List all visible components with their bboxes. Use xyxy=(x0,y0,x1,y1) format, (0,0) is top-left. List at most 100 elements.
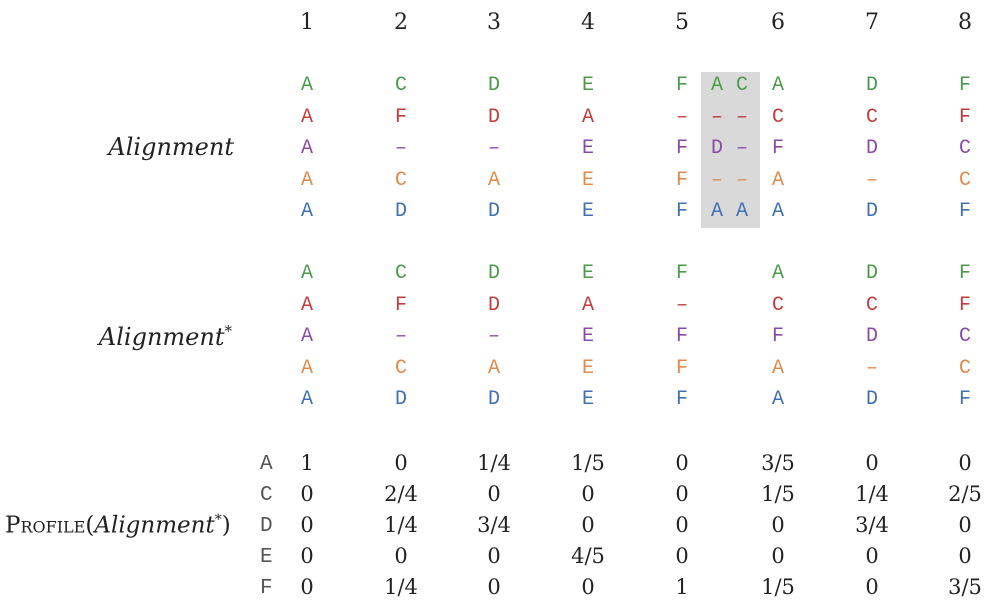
alignment-star-cell: E xyxy=(581,356,595,380)
column-number-8: 8 xyxy=(958,10,972,35)
alignment-cell: – xyxy=(735,168,749,192)
profile-symbol-F: F xyxy=(260,577,273,600)
profile-cell: 0 xyxy=(675,544,689,568)
alignment-cell: A xyxy=(300,105,314,129)
profile-cell: 0 xyxy=(300,513,314,537)
profile-title-open: ( xyxy=(85,512,95,539)
profile-cell: 0 xyxy=(865,544,879,568)
profile-title-sup: * xyxy=(214,512,222,528)
profile-cell: 0 xyxy=(675,513,689,537)
alignment-star-cell: A xyxy=(300,262,314,285)
alignment-cell: A xyxy=(710,200,724,223)
profile-cell: 0 xyxy=(300,544,314,568)
alignment-star-cell: F xyxy=(675,325,689,348)
alignment-cell: – xyxy=(735,105,749,129)
alignment-star-cell: C xyxy=(394,262,408,285)
profile-title-prefix: Profile xyxy=(5,512,86,539)
alignment-cell: C xyxy=(958,168,972,192)
profile-cell: 1/4 xyxy=(477,451,511,475)
profile-cell: 0 xyxy=(300,575,314,599)
profile-cell: 0 xyxy=(581,513,595,537)
profile-cell: 0 xyxy=(581,575,595,599)
alignment-star-cell: C xyxy=(771,293,785,317)
alignment-cell: – xyxy=(710,105,724,129)
alignment-star-cell: A xyxy=(771,356,785,380)
inserted-columns-highlight xyxy=(701,72,760,228)
alignment-cell: E xyxy=(581,200,595,223)
alignment-star-cell: F xyxy=(675,262,689,285)
alignment-star-cell: D xyxy=(487,262,501,285)
alignment-star-cell: D xyxy=(487,293,501,317)
alignment-cell: D xyxy=(865,74,879,97)
profile-symbol-E: E xyxy=(260,546,273,569)
alignment-cell: F xyxy=(675,137,689,160)
alignment-cell: F xyxy=(394,105,408,129)
profile-label: Profile(Alignment*) xyxy=(5,512,231,539)
alignment-cell: D xyxy=(394,200,408,223)
profile-cell: 0 xyxy=(865,575,879,599)
alignment-cell: A xyxy=(771,168,785,192)
alignment-cell: A xyxy=(300,137,314,160)
profile-cell: 0 xyxy=(487,575,501,599)
profile-cell: 2/5 xyxy=(948,482,982,506)
alignment-cell: C xyxy=(865,105,879,129)
alignment-star-cell: A xyxy=(771,388,785,411)
alignment-cell: F xyxy=(771,137,785,160)
alignment-star-cell: C xyxy=(865,293,879,317)
alignment-star-cell: – xyxy=(487,325,501,348)
alignment-star-cell: F xyxy=(394,293,408,317)
column-number-4: 4 xyxy=(581,10,595,35)
alignment-cell: C xyxy=(394,168,408,192)
alignment-star-cell: E xyxy=(581,388,595,411)
profile-cell: 3/4 xyxy=(855,513,889,537)
alignment-cell: D xyxy=(487,105,501,129)
alignment-cell: F xyxy=(675,168,689,192)
profile-cell: 0 xyxy=(581,482,595,506)
alignment-star-cell: C xyxy=(394,356,408,380)
column-number-3: 3 xyxy=(487,10,501,35)
profile-cell: 0 xyxy=(958,544,972,568)
profile-title-close: ) xyxy=(221,512,231,539)
alignment-star-cell: A xyxy=(771,262,785,285)
alignment-star-cell: F xyxy=(958,388,972,411)
alignment-cell: – xyxy=(735,137,749,160)
alignment-cell: E xyxy=(581,74,595,97)
profile-symbol-A: A xyxy=(260,453,273,476)
alignment-star-cell: A xyxy=(581,293,595,317)
alignment-star-cell: – xyxy=(675,293,689,317)
profile-cell: 0 xyxy=(394,544,408,568)
alignment-cell: A xyxy=(300,168,314,192)
alignment-star-cell: D xyxy=(865,325,879,348)
alignment-cell: D xyxy=(865,200,879,223)
profile-cell: 4/5 xyxy=(571,544,605,568)
alignment-cell: F xyxy=(958,200,972,223)
alignment-cell: A xyxy=(487,168,501,192)
alignment-cell: D xyxy=(865,137,879,160)
alignment-star-label-sup: * xyxy=(224,322,233,340)
alignment-cell: – xyxy=(710,168,724,192)
alignment-cell: F xyxy=(675,200,689,223)
alignment-cell: C xyxy=(958,137,972,160)
alignment-cell: D xyxy=(487,74,501,97)
alignment-star-cell: A xyxy=(300,388,314,411)
alignment-cell: A xyxy=(581,105,595,129)
alignment-cell: – xyxy=(865,168,879,192)
alignment-star-cell: F xyxy=(958,293,972,317)
profile-cell: 0 xyxy=(958,513,972,537)
column-number-6: 6 xyxy=(771,10,785,35)
alignment-star-label-text: Alignment xyxy=(98,323,225,351)
alignment-cell: C xyxy=(735,74,749,97)
alignment-cell: C xyxy=(394,74,408,97)
profile-cell: 1/5 xyxy=(761,575,795,599)
profile-cell: 1 xyxy=(675,575,689,599)
profile-cell: 1/4 xyxy=(855,482,889,506)
profile-cell: 0 xyxy=(771,544,785,568)
profile-cell: 0 xyxy=(487,482,501,506)
column-number-7: 7 xyxy=(865,10,879,35)
alignment-cell: – xyxy=(394,137,408,160)
profile-cell: 0 xyxy=(487,544,501,568)
alignment-cell: – xyxy=(675,105,689,129)
alignment-cell: E xyxy=(581,137,595,160)
profile-cell: 0 xyxy=(958,451,972,475)
alignment-star-cell: D xyxy=(865,388,879,411)
